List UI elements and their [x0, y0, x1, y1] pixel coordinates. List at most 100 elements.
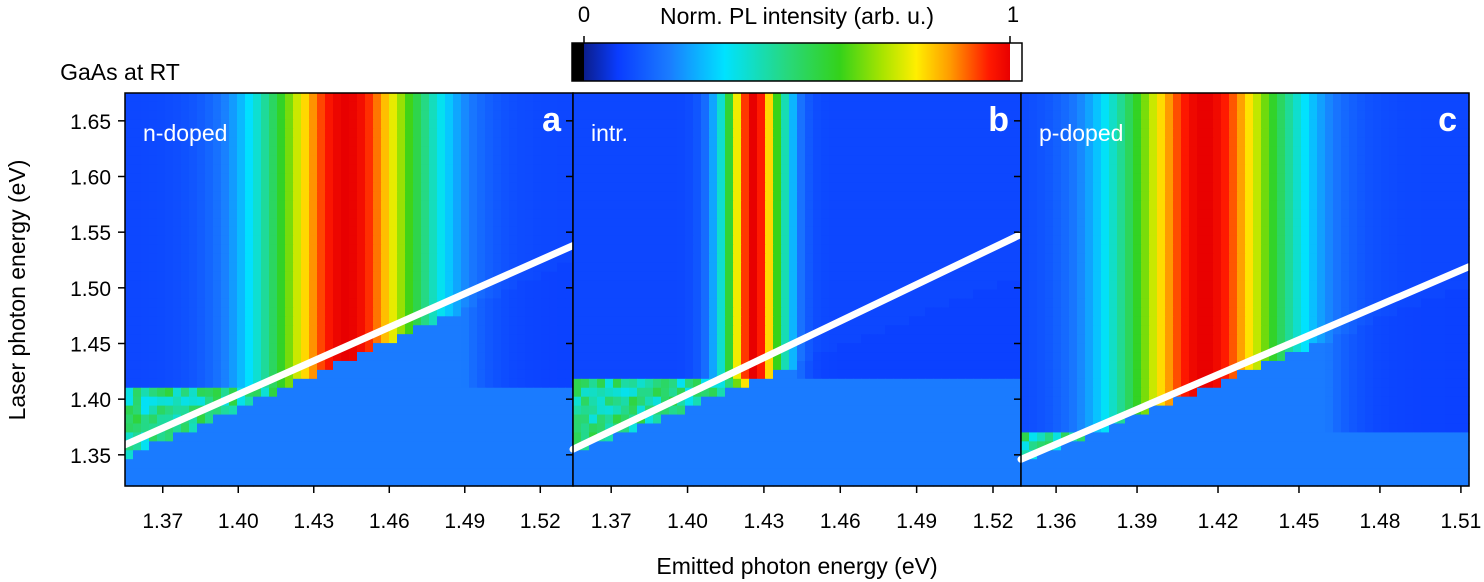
heatmap-cell [509, 191, 518, 201]
heatmap-cell [165, 137, 174, 148]
heatmap-cell [797, 218, 806, 228]
heatmap-cell [229, 93, 238, 103]
heatmap-cell [301, 182, 310, 192]
heatmap-cell [701, 352, 710, 362]
heatmap-cell [909, 155, 918, 166]
heatmap-cell [589, 378, 598, 389]
heatmap-cell [413, 244, 422, 255]
heatmap-cell [709, 316, 718, 326]
heatmap-cell [261, 173, 270, 183]
heatmap-cell [669, 137, 678, 148]
heatmap-cell [293, 307, 302, 317]
heatmap-cell [797, 477, 806, 487]
heatmap-cell [741, 173, 750, 183]
heatmap-cell [997, 468, 1006, 478]
heatmap-cell [493, 307, 502, 317]
heatmap-cell [813, 173, 822, 183]
heatmap-cell [453, 110, 462, 121]
heatmap-cell [253, 191, 262, 201]
heatmap-cell [829, 289, 838, 300]
heatmap-cell [765, 405, 774, 416]
heatmap-cell [165, 209, 174, 219]
heatmap-cell [261, 280, 270, 291]
heatmap-cell [605, 119, 614, 130]
heatmap-cell [701, 200, 710, 210]
heatmap-cell [693, 226, 702, 237]
heatmap-cell [1013, 244, 1022, 255]
heatmap-cell [453, 450, 462, 460]
heatmap-cell [173, 387, 182, 398]
heatmap-cell [669, 110, 678, 121]
heatmap-cell [837, 110, 846, 121]
heatmap-cell [829, 101, 838, 112]
heatmap-cell [645, 164, 654, 174]
heatmap-cell [621, 352, 630, 362]
heatmap-cell [221, 244, 230, 255]
heatmap-cell [541, 298, 550, 308]
heatmap-cell [333, 191, 342, 201]
heatmap-cell [917, 450, 926, 460]
heatmap-cell [125, 423, 134, 434]
heatmap-cell [237, 155, 246, 166]
heatmap-cell [717, 468, 726, 478]
heatmap-cell [437, 405, 446, 416]
heatmap-cell [821, 226, 830, 237]
heatmap-cell [989, 119, 998, 130]
heatmap-cell [925, 244, 934, 255]
heatmap-cell [229, 450, 238, 460]
heatmap-cell [573, 423, 582, 434]
heatmap-cell [261, 477, 270, 487]
heatmap-cell [573, 334, 582, 344]
heatmap-cell [453, 253, 462, 264]
heatmap-cell [277, 262, 286, 273]
heatmap-cell [237, 369, 246, 380]
heatmap-cell [461, 146, 470, 157]
heatmap-cell [573, 387, 582, 398]
heatmap-cell [597, 352, 606, 362]
heatmap-cell [133, 200, 142, 210]
heatmap-cell [565, 146, 574, 157]
heatmap-cell [997, 477, 1006, 487]
heatmap-cell [525, 468, 534, 478]
heatmap-cell [637, 173, 646, 183]
heatmap-cell [381, 128, 390, 139]
heatmap-cell [925, 441, 934, 451]
heatmap-cell [165, 128, 174, 139]
heatmap-cell [725, 441, 734, 451]
heatmap-cell [749, 378, 758, 389]
heatmap-cell [997, 110, 1006, 121]
heatmap-cell [589, 119, 598, 130]
heatmap-cell [277, 101, 286, 112]
heatmap-cell [805, 441, 814, 451]
heatmap-cell [501, 137, 510, 148]
heatmap-cell [445, 423, 454, 434]
heatmap-cell [149, 450, 158, 460]
heatmap-cell [149, 146, 158, 157]
heatmap-cell [357, 226, 366, 237]
heatmap-cell [717, 414, 726, 425]
heatmap-cell [253, 119, 262, 130]
heatmap-cell [341, 271, 350, 282]
heatmap-cell [869, 200, 878, 210]
heatmap-cell [741, 316, 750, 326]
heatmap-cell [869, 378, 878, 389]
heatmap-cell [821, 110, 830, 121]
heatmap-cell [149, 307, 158, 317]
heatmap-cell [781, 396, 790, 407]
heatmap-cell [381, 280, 390, 291]
heatmap-cell [373, 271, 382, 282]
heatmap-cell [437, 477, 446, 487]
heatmap-cell [477, 307, 486, 317]
heatmap-cell [237, 262, 246, 273]
heatmap-cell [1013, 343, 1022, 353]
heatmap-cell [269, 396, 278, 407]
heatmap-cell [165, 200, 174, 210]
heatmap-cell [397, 387, 406, 398]
heatmap-cell [405, 334, 414, 344]
heatmap-cell [525, 298, 534, 308]
heatmap-cell [917, 378, 926, 389]
heatmap-cell [237, 307, 246, 317]
heatmap-cell [573, 262, 582, 273]
heatmap-cell [957, 146, 966, 157]
heatmap-cell [301, 468, 310, 478]
